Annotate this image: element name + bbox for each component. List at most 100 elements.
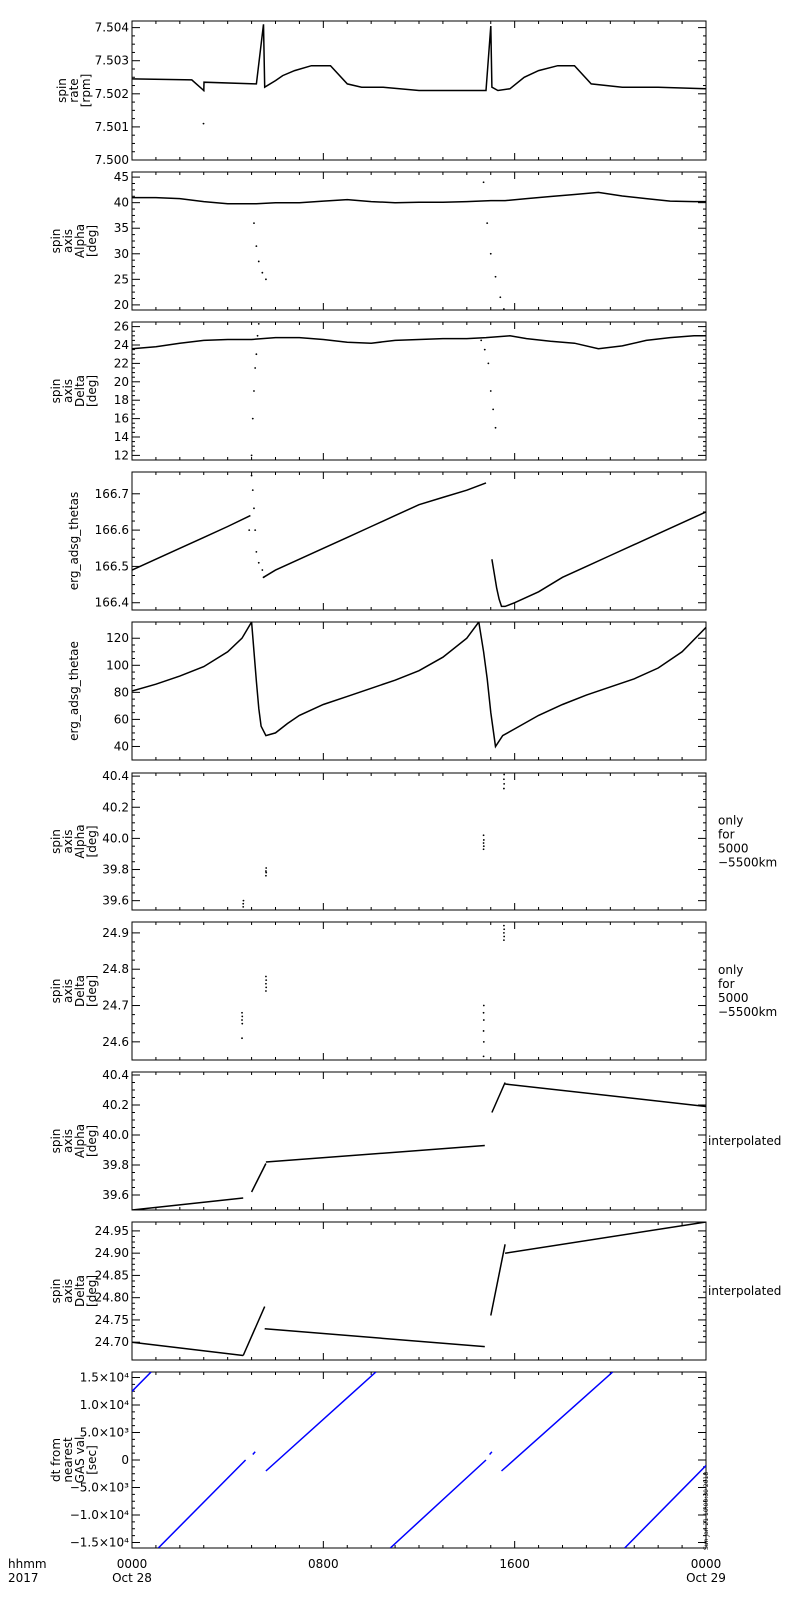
y-tick-label: 40.4 <box>102 769 129 783</box>
series-line <box>132 335 706 350</box>
y-axis-label: spin <box>49 829 63 854</box>
y-tick-label: 30 <box>114 247 129 261</box>
y-tick-label: 7.504 <box>95 21 129 35</box>
data-point <box>253 507 255 510</box>
panel-note: only <box>718 963 743 977</box>
y-tick-label: 166.7 <box>95 487 129 501</box>
data-point <box>253 222 255 225</box>
y-tick-label: 5.0×10³ <box>80 1426 129 1440</box>
y-tick-label: 22 <box>114 356 129 370</box>
x-tick-label: 0000 <box>691 1557 722 1571</box>
data-point <box>265 867 268 869</box>
series-line <box>132 622 253 692</box>
panel-frame <box>131 1071 707 1211</box>
y-tick-label: 20 <box>114 298 129 312</box>
data-point <box>503 778 505 781</box>
series-group <box>132 1082 706 1210</box>
panel-10: −1.5×10⁴ −1.0×10⁴ −5.0×10³ 0 5.0×10³ 1.0×10⁴ 1… <box>49 1371 707 1550</box>
x-row-label-top: hhmm <box>8 1557 47 1571</box>
y-tick-label: 24.80 <box>95 1291 129 1305</box>
data-point <box>503 928 506 931</box>
y-axis-label: axis <box>61 979 75 1003</box>
x-tick-label: 1600 <box>499 1557 530 1571</box>
series-line <box>132 1197 244 1210</box>
y-axis-label: spin <box>49 379 63 404</box>
data-point <box>241 1015 244 1018</box>
y-tick-label: −5.0×10³ <box>70 1481 129 1495</box>
y-tick-label: 40.0 <box>102 1128 129 1142</box>
data-point <box>482 842 485 844</box>
series-line <box>265 1372 377 1472</box>
y-axis-label: [sec] <box>85 1445 99 1475</box>
y-axis-label: spin <box>49 979 63 1004</box>
data-point <box>265 979 268 982</box>
series-line <box>504 1222 706 1254</box>
data-point <box>482 1030 485 1032</box>
panel-9: 24.70 24.75 24.80 24.85 24.90 24.95 spinaxisDe… <box>49 1221 781 1361</box>
y-tick-label: 166.4 <box>95 596 129 610</box>
series-line <box>624 1464 706 1548</box>
y-tick-label: 24 <box>114 338 129 352</box>
y-axis-label: Delta <box>73 975 87 1007</box>
data-point <box>499 296 502 299</box>
series-line <box>252 1451 256 1455</box>
panels: 7.5007.5017.5027.5037.504spinrate[rpm]20… <box>49 20 781 1550</box>
y-tick-label: −1.0×10⁴ <box>70 1508 129 1522</box>
data-point <box>503 782 506 785</box>
y-tick-label: 24.85 <box>95 1268 129 1282</box>
y-tick-label: 40.0 <box>102 831 129 845</box>
data-point <box>255 550 258 553</box>
series-line <box>491 511 706 608</box>
data-point <box>265 986 268 989</box>
series-line <box>490 1244 506 1316</box>
y-tick-label: 80 <box>114 685 129 699</box>
y-tick-label: 7.502 <box>95 87 129 101</box>
y-tick-label: 12 <box>114 448 129 462</box>
data-point <box>202 122 205 125</box>
y-tick-label: 14 <box>114 430 129 444</box>
data-point <box>250 474 253 477</box>
y-axis-label: Alpha <box>73 224 87 258</box>
series-line <box>478 622 706 749</box>
series-line <box>505 1083 706 1108</box>
panel-note: interpolated <box>708 1134 781 1148</box>
y-tick-label: 24.75 <box>95 1313 129 1327</box>
data-point <box>250 172 253 173</box>
y-tick-label: 24.95 <box>95 1224 129 1238</box>
panel-frame <box>131 621 707 761</box>
data-point <box>265 278 267 281</box>
y-tick-label: 39.6 <box>102 894 129 908</box>
data-point <box>255 245 258 248</box>
y-axis-label: [deg] <box>85 1275 99 1307</box>
data-point <box>482 1055 485 1058</box>
y-axis-label: [deg] <box>85 375 99 407</box>
data-point <box>202 89 205 92</box>
panel-note: 5000 <box>718 991 749 1005</box>
y-tick-label: 24.70 <box>95 1335 129 1349</box>
data-point <box>251 489 254 492</box>
y-axis-label: spin <box>49 229 63 254</box>
y-axis-label: erg_adsg_thetae <box>67 641 81 741</box>
x-date-label: Oct 29 <box>686 1571 726 1585</box>
y-tick-label: 40.2 <box>102 1098 129 1112</box>
plot-timestamp: Sun Jan 21 10:00:30 2018 <box>703 1472 710 1550</box>
data-point <box>265 990 267 992</box>
panel-frame <box>131 471 707 611</box>
y-tick-label: 26 <box>114 320 129 334</box>
y-tick-label: 39.8 <box>102 1158 129 1172</box>
y-tick-label: 20 <box>114 375 129 389</box>
data-point <box>241 1022 244 1025</box>
data-point <box>503 931 505 934</box>
y-tick-label: 0 <box>121 1453 129 1467</box>
data-point <box>503 935 506 938</box>
y-axis-label: GAS val <box>73 1437 87 1484</box>
series-line <box>132 514 251 571</box>
x-tick-label: 0800 <box>308 1557 339 1571</box>
data-point <box>489 390 492 392</box>
data-point <box>503 773 506 776</box>
